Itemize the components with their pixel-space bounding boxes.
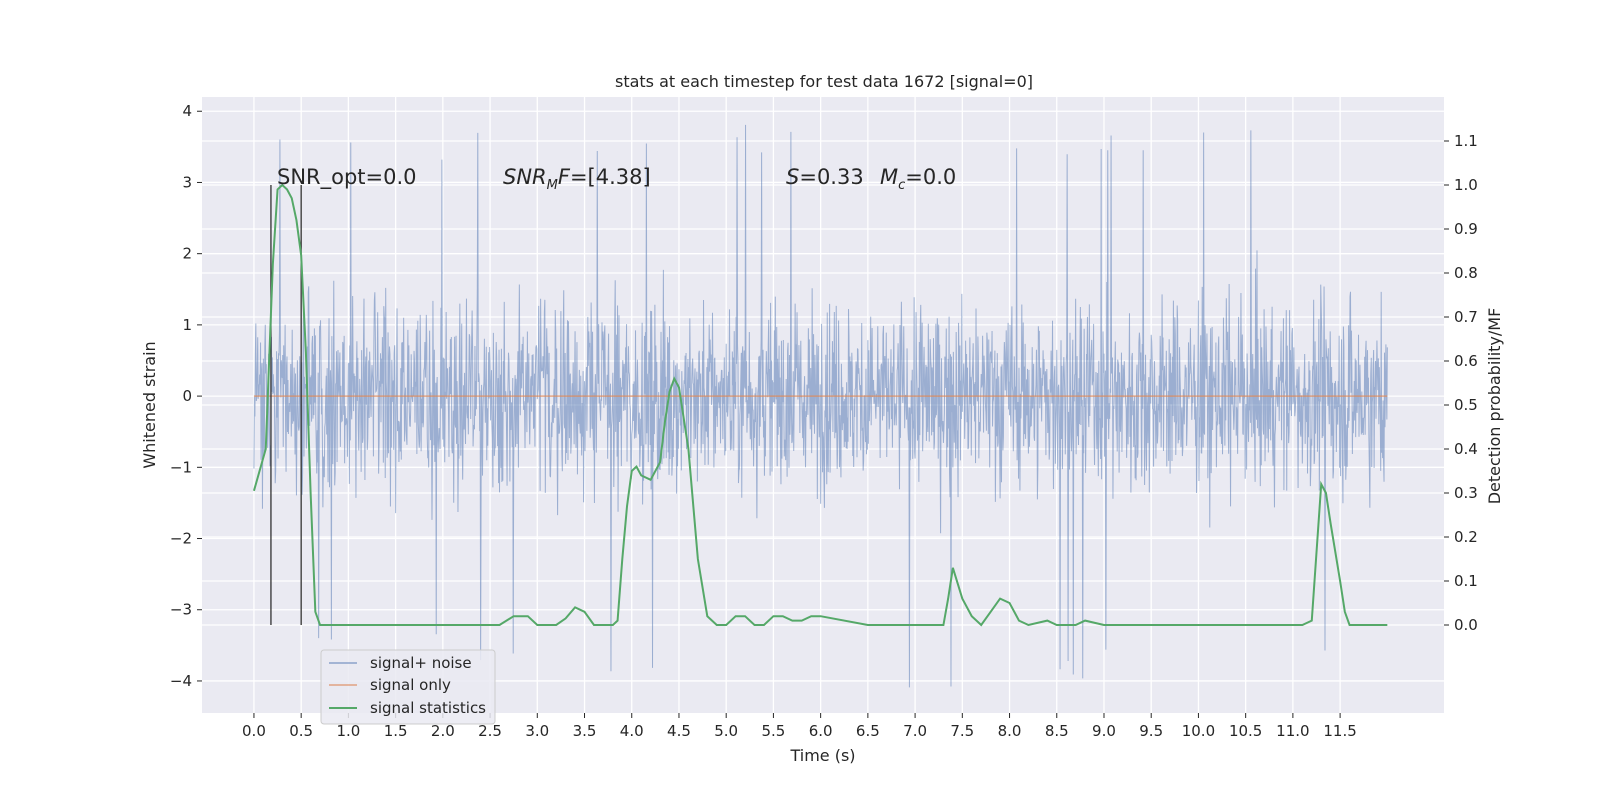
- annotation-snr-opt: SNR_opt=0.0: [277, 165, 417, 190]
- legend: signal+ noise signal only signal statist…: [320, 649, 496, 725]
- y-right-axis-label: Detection probability/MF: [1485, 308, 1504, 505]
- y-left-tick-label: −3: [170, 601, 192, 619]
- legend-box: [320, 649, 496, 725]
- mc-sub: c: [898, 178, 905, 193]
- y-right-tick-label: 0.0: [1454, 616, 1478, 634]
- x-tick-label: 6.5: [856, 722, 880, 740]
- y-left-axis-ticks: −4 −3 −2 −1 0 1 2 3 4: [170, 102, 202, 690]
- x-tick-label: 1.5: [384, 722, 408, 740]
- y-right-tick-label: 0.5: [1454, 396, 1478, 414]
- x-tick-label: 5.0: [714, 722, 738, 740]
- legend-label-signal-only: signal only: [370, 676, 451, 694]
- x-tick-label: 0.5: [289, 722, 313, 740]
- series-signal-plus-noise: [253, 124, 1388, 688]
- y-left-tick-label: −1: [170, 458, 192, 476]
- annotation-snr-mf: SNRMF=[4.38]: [503, 165, 651, 193]
- y-left-tick-label: −2: [170, 530, 192, 548]
- annotation-mc: Mc=0.0: [880, 165, 956, 193]
- x-tick-label: 4.0: [620, 722, 644, 740]
- x-tick-label: 4.5: [667, 722, 691, 740]
- x-tick-label: 8.5: [1045, 722, 1069, 740]
- x-tick-label: 11.5: [1323, 722, 1356, 740]
- x-tick-label: 10.5: [1229, 722, 1262, 740]
- y-right-tick-label: 0.6: [1454, 352, 1478, 370]
- y-right-tick-label: 0.8: [1454, 264, 1478, 282]
- y-right-tick-label: 1.0: [1454, 176, 1478, 194]
- legend-label-statistics: signal statistics: [370, 699, 486, 717]
- annotation-s: S=0.33: [786, 165, 864, 189]
- y-right-tick-label: 0.3: [1454, 484, 1478, 502]
- x-tick-label: 10.0: [1182, 722, 1215, 740]
- x-axis-ticks: 0.0 0.5 1.0 1.5 2.0 2.5 3.0 3.5 4.0 4.5 5.0 5.5 6.0 6…: [242, 713, 1357, 740]
- y-left-tick-label: −4: [170, 672, 192, 690]
- x-tick-label: 9.0: [1092, 722, 1116, 740]
- y-right-tick-label: 0.2: [1454, 528, 1478, 546]
- snr-mf-tail-f: F: [558, 165, 571, 189]
- y-left-tick-label: 1: [182, 316, 192, 334]
- series-signal-statistics: [252, 183, 1388, 627]
- y-left-tick-label: 4: [182, 102, 192, 120]
- mc-value: =0.0: [905, 165, 956, 189]
- y-left-tick-label: 0: [182, 387, 192, 405]
- y-right-tick-label: 0.7: [1454, 308, 1478, 326]
- x-tick-label: 9.5: [1139, 722, 1163, 740]
- x-tick-label: 1.0: [336, 722, 360, 740]
- y-right-axis-ticks: 0.0 0.1 0.2 0.3 0.4 0.5 0.6 0.7 0.8 0.9 1.0 1.1: [1444, 132, 1478, 634]
- x-axis-label: Time (s): [789, 746, 855, 765]
- snr-mf-main: SNR: [503, 165, 547, 189]
- x-tick-label: 2.5: [478, 722, 502, 740]
- snr-mf-sub: M: [547, 178, 558, 193]
- y-left-axis-label: Whitened strain: [140, 341, 159, 468]
- snr-mf-value: =[4.38]: [570, 165, 651, 189]
- x-tick-label: 6.0: [809, 722, 833, 740]
- x-tick-label: 3.0: [525, 722, 549, 740]
- y-right-tick-label: 0.9: [1454, 220, 1478, 238]
- x-tick-label: 2.0: [431, 722, 455, 740]
- y-right-tick-label: 0.1: [1454, 572, 1478, 590]
- x-tick-label: 3.5: [573, 722, 597, 740]
- y-right-tick-label: 0.4: [1454, 440, 1478, 458]
- annotations: SNR_opt=0.0 SNRMF=[4.38] S=0.33 Mc=0.0: [277, 165, 956, 193]
- s-value: =0.33: [799, 165, 863, 189]
- x-tick-label: 11.0: [1276, 722, 1309, 740]
- s-main: S: [786, 165, 799, 189]
- x-tick-label: 7.0: [903, 722, 927, 740]
- mc-main: M: [880, 165, 898, 189]
- y-right-tick-label: 1.1: [1454, 132, 1478, 150]
- chart-title: stats at each timestep for test data 167…: [615, 72, 1033, 91]
- y-left-tick-label: 3: [182, 173, 192, 191]
- x-tick-label: 7.5: [950, 722, 974, 740]
- x-tick-label: 8.0: [998, 722, 1022, 740]
- legend-label-noise: signal+ noise: [370, 654, 472, 672]
- x-tick-label: 0.0: [242, 722, 266, 740]
- y-left-tick-label: 2: [182, 245, 192, 263]
- x-tick-label: 5.5: [761, 722, 785, 740]
- noise-trace: [253, 124, 1388, 688]
